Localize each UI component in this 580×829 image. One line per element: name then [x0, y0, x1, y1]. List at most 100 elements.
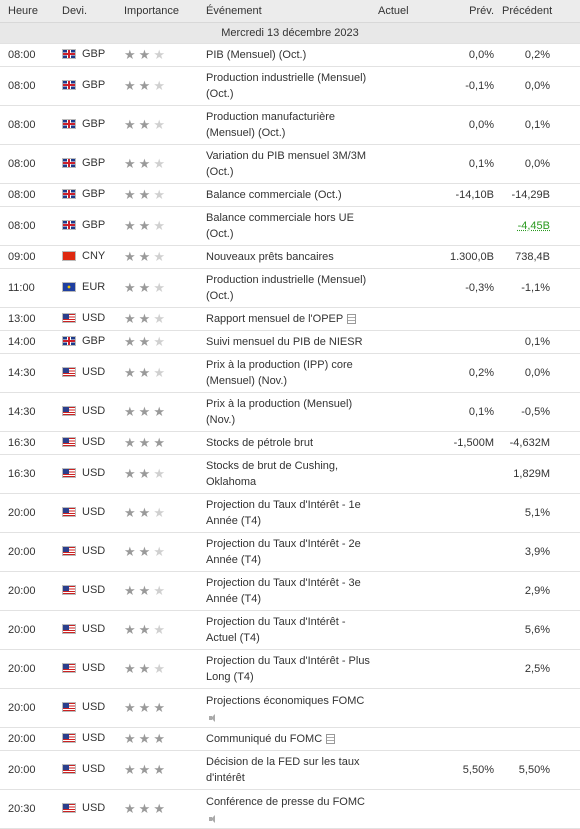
table-row[interactable]: 13:00 USD ★★★ Rapport mensuel de l'OPEP [0, 307, 580, 331]
event-name[interactable]: Conférence de presse du FOMC [206, 796, 365, 808]
currency-code: CNY [82, 250, 106, 262]
event-cell[interactable]: Production manufacturière (Mensuel) (Oct… [202, 105, 374, 145]
table-row[interactable]: 20:00 USD ★★★ Projections économiques FOMC [0, 688, 580, 728]
event-name[interactable]: Suivi mensuel du PIB de NIESR [206, 336, 363, 348]
event-name[interactable]: Projection du Taux d'Intérêt - 3e Année … [206, 577, 361, 605]
currency-code: USD [82, 312, 106, 324]
event-name[interactable]: Balance commerciale hors UE (Oct.) [206, 212, 354, 240]
table-row[interactable]: 14:30 USD ★★★ Prix à la production (IPP) co… [0, 353, 580, 393]
speaker-icon[interactable] [208, 814, 220, 824]
flag-usd-icon [62, 468, 76, 478]
table-row[interactable]: 20:00 USD ★★★ Communiqué du FOMC [0, 727, 580, 751]
event-cell[interactable]: Production industrielle (Mensuel) (Oct.) [202, 268, 374, 308]
event-cell[interactable]: Projection du Taux d'Intérêt - 1e Année … [202, 493, 374, 533]
currency-cell: GBP [58, 66, 120, 106]
table-row[interactable]: 08:00 GBP ★★★ Balance commerciale hors UE (… [0, 206, 580, 246]
table-row[interactable]: 20:00 USD ★★★ Projection du Taux d'Intérêt … [0, 649, 580, 689]
event-cell[interactable]: Projection du Taux d'Intérêt - Plus Long… [202, 649, 374, 689]
header-event[interactable]: Événement [202, 0, 374, 23]
header-previous[interactable]: Précédent [498, 0, 580, 23]
event-cell[interactable]: Communiqué du FOMC [202, 727, 374, 751]
event-name[interactable]: Communiqué du FOMC [206, 733, 323, 745]
event-cell[interactable]: Conférence de presse du FOMC [202, 789, 374, 829]
event-name[interactable]: Production industrielle (Mensuel) (Oct.) [206, 274, 367, 302]
header-importance[interactable]: Importance [120, 0, 202, 23]
table-row[interactable]: 08:00 GBP ★★★ PIB (Mensuel) (Oct.) 0,0% 0,2% [0, 43, 580, 67]
header-forecast[interactable]: Prév. [426, 0, 498, 23]
event-cell[interactable]: Stocks de pétrole brut [202, 431, 374, 455]
table-row[interactable]: 20:00 USD ★★★ Projection du Taux d'Intérêt … [0, 610, 580, 650]
previous-value: 0,0% [498, 353, 580, 393]
event-cell[interactable]: Stocks de brut de Cushing, Oklahoma [202, 454, 374, 494]
header-time[interactable]: Heure [0, 0, 58, 23]
event-name[interactable]: Projection du Taux d'Intérêt - 1e Année … [206, 499, 361, 527]
event-cell[interactable]: Projections économiques FOMC [202, 688, 374, 728]
event-name[interactable]: Production manufacturière (Mensuel) (Oct… [206, 111, 336, 139]
event-cell[interactable]: Variation du PIB mensuel 3M/3M (Oct.) [202, 144, 374, 184]
importance-cell: ★★★ [120, 431, 202, 455]
event-name[interactable]: Projection du Taux d'Intérêt - Plus Long… [206, 655, 370, 683]
table-row[interactable]: 08:00 GBP ★★★ Production industrielle (Mens… [0, 66, 580, 106]
table-row[interactable]: 08:00 GBP ★★★ Balance commerciale (Oct.) -14… [0, 183, 580, 207]
star-icon: ★ [138, 661, 154, 676]
day-label: Mercredi 13 décembre 2023 [0, 22, 580, 44]
previous-value: -14,29B [498, 183, 580, 207]
table-row[interactable]: 16:30 USD ★★★ Stocks de pétrole brut -1,500M… [0, 431, 580, 455]
currency-cell: USD [58, 392, 120, 432]
event-name[interactable]: Stocks de brut de Cushing, Oklahoma [206, 460, 339, 488]
event-cell[interactable]: Décision de la FED sur les taux d'intérê… [202, 750, 374, 790]
event-cell[interactable]: Prix à la production (Mensuel) (Nov.) [202, 392, 374, 432]
table-row[interactable]: 16:30 USD ★★★ Stocks de brut de Cushing, Ok… [0, 454, 580, 494]
event-cell[interactable]: Rapport mensuel de l'OPEP [202, 307, 374, 331]
importance-cell: ★★★ [120, 43, 202, 67]
previous-value: 5,6% [498, 610, 580, 650]
event-cell[interactable]: Projection du Taux d'Intérêt - 3e Année … [202, 571, 374, 611]
event-cell[interactable]: Projection du Taux d'Intérêt - Actuel (T… [202, 610, 374, 650]
star-icon: ★ [124, 435, 139, 450]
importance-cell: ★★★ [120, 454, 202, 494]
table-row[interactable]: 08:00 GBP ★★★ Variation du PIB mensuel 3M/3… [0, 144, 580, 184]
event-name[interactable]: Projection du Taux d'Intérêt - Actuel (T… [206, 616, 346, 644]
currency-code: GBP [82, 118, 106, 130]
event-name[interactable]: PIB (Mensuel) (Oct.) [206, 49, 307, 61]
event-name[interactable]: Variation du PIB mensuel 3M/3M (Oct.) [206, 150, 366, 178]
event-name[interactable]: Nouveaux prêts bancaires [206, 251, 334, 263]
table-row[interactable]: 20:00 USD ★★★ Décision de la FED sur les ta… [0, 750, 580, 790]
table-row[interactable]: 09:00 CNY ★★★ Nouveaux prêts bancaires 1.300… [0, 245, 580, 269]
importance-cell: ★★★ [120, 144, 202, 184]
event-name[interactable]: Balance commerciale (Oct.) [206, 189, 342, 201]
event-cell[interactable]: Balance commerciale (Oct.) [202, 183, 374, 207]
table-row[interactable]: 20:00 USD ★★★ Projection du Taux d'Intérêt … [0, 571, 580, 611]
event-cell[interactable]: Production industrielle (Mensuel) (Oct.) [202, 66, 374, 106]
speaker-icon[interactable] [208, 713, 220, 723]
header-currency[interactable]: Devi. [58, 0, 120, 23]
event-cell[interactable]: PIB (Mensuel) (Oct.) [202, 43, 374, 67]
event-name[interactable]: Stocks de pétrole brut [206, 437, 314, 449]
event-name[interactable]: Projections économiques FOMC [206, 695, 365, 707]
table-row[interactable]: 20:00 USD ★★★ Projection du Taux d'Intérêt … [0, 532, 580, 572]
event-cell[interactable]: Projection du Taux d'Intérêt - 2e Année … [202, 532, 374, 572]
flag-gbp-icon [62, 158, 76, 168]
flag-usd-icon [62, 733, 76, 743]
table-row[interactable]: 14:30 USD ★★★ Prix à la production (Mensuel… [0, 392, 580, 432]
table-row[interactable]: 11:00 EUR ★★★ Production industrielle (Mens… [0, 268, 580, 308]
event-cell[interactable]: Suivi mensuel du PIB de NIESR [202, 330, 374, 354]
importance-stars: ★★★ [124, 622, 168, 637]
previous-value [498, 789, 580, 829]
table-row[interactable]: 20:30 USD ★★★ Conférence de presse du FOMC [0, 789, 580, 829]
table-row[interactable]: 08:00 GBP ★★★ Production manufacturière (Me… [0, 105, 580, 145]
event-cell[interactable]: Prix à la production (IPP) core (Mensuel… [202, 353, 374, 393]
event-name[interactable]: Prix à la production (IPP) core (Mensuel… [206, 359, 353, 387]
event-name[interactable]: Décision de la FED sur les taux d'intérê… [206, 756, 360, 784]
event-cell[interactable]: Balance commerciale hors UE (Oct.) [202, 206, 374, 246]
event-name[interactable]: Prix à la production (Mensuel) (Nov.) [206, 398, 353, 426]
doc-icon[interactable] [326, 734, 336, 745]
table-row[interactable]: 14:00 GBP ★★★ Suivi mensuel du PIB de NIESR… [0, 330, 580, 354]
event-name[interactable]: Projection du Taux d'Intérêt - 2e Année … [206, 538, 361, 566]
event-name[interactable]: Rapport mensuel de l'OPEP [206, 313, 344, 325]
event-cell[interactable]: Nouveaux prêts bancaires [202, 245, 374, 269]
header-actual[interactable]: Actuel [374, 0, 426, 23]
doc-icon[interactable] [347, 314, 357, 325]
table-row[interactable]: 20:00 USD ★★★ Projection du Taux d'Intérêt … [0, 493, 580, 533]
event-name[interactable]: Production industrielle (Mensuel) (Oct.) [206, 72, 367, 100]
